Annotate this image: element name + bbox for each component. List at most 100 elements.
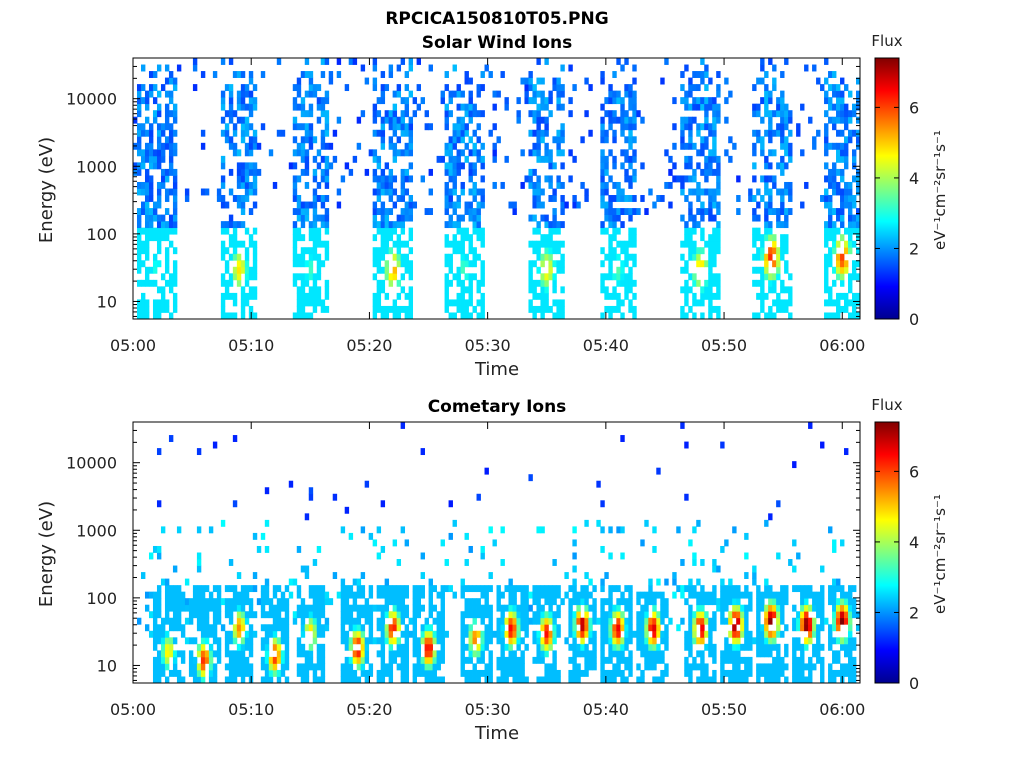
spectrogram-cell xyxy=(720,617,725,625)
spectrogram-cell xyxy=(156,448,162,456)
spectrogram-cell xyxy=(420,97,425,105)
spectrogram-cell xyxy=(632,155,637,163)
spectrogram-cell xyxy=(172,149,178,157)
spectrogram-cell xyxy=(484,611,489,619)
spectrogram-cell xyxy=(156,247,162,255)
spectrogram-cell xyxy=(228,142,234,150)
spectrogram-cell xyxy=(748,643,753,651)
spectrogram-cell xyxy=(536,149,541,157)
spectrogram-cell xyxy=(828,312,833,320)
spectrogram-cell xyxy=(836,305,841,313)
spectrogram-cell xyxy=(340,676,346,684)
spectrogram-cell xyxy=(320,591,326,599)
spectrogram-cell xyxy=(148,227,154,235)
spectrogram-cell xyxy=(448,155,453,163)
spectrogram-cell xyxy=(240,181,246,189)
spectrogram-cell xyxy=(244,637,250,645)
spectrogram-cell xyxy=(540,136,545,144)
spectrogram-cell xyxy=(840,611,845,619)
spectrogram-cell xyxy=(228,630,234,638)
spectrogram-cell xyxy=(240,71,246,78)
spectrogram-cell xyxy=(780,656,785,664)
spectrogram-cell xyxy=(536,155,541,163)
spectrogram-cell xyxy=(688,650,693,658)
spectrogram-cell xyxy=(460,234,465,242)
spectrogram-cell xyxy=(344,663,350,671)
spectrogram-cell xyxy=(160,123,166,131)
spectrogram-cell xyxy=(384,227,390,235)
spectrogram-cell xyxy=(716,155,721,163)
spectrogram-cell xyxy=(684,266,689,274)
spectrogram-cell xyxy=(460,585,465,593)
spectrogram-cell xyxy=(220,90,226,98)
spectrogram-cell xyxy=(304,214,310,222)
spectrogram-cell xyxy=(172,279,178,287)
spectrogram-cell xyxy=(476,155,481,163)
spectrogram-cell xyxy=(228,585,234,593)
spectrogram-cell xyxy=(464,155,469,163)
spectrogram-cell xyxy=(216,643,222,651)
spectrogram-cell xyxy=(812,643,817,651)
spectrogram-cell xyxy=(840,637,845,645)
spectrogram-cell xyxy=(568,617,573,625)
spectrogram-cell xyxy=(380,253,386,261)
spectrogram-cell xyxy=(164,663,170,671)
spectrogram-cell xyxy=(744,637,749,645)
spectrogram-cell xyxy=(268,656,274,664)
spectrogram-cell xyxy=(524,175,529,183)
spectrogram-cell xyxy=(840,273,845,281)
spectrogram-cell xyxy=(436,637,441,645)
spectrogram-cell xyxy=(428,637,433,645)
spectrogram-cell xyxy=(136,240,142,248)
spectrogram-cell xyxy=(476,279,481,287)
spectrogram-cell xyxy=(460,149,465,157)
spectrogram-cell xyxy=(556,136,561,144)
spectrogram-cell xyxy=(608,90,613,98)
spectrogram-cell xyxy=(704,240,709,248)
spectrogram-cell xyxy=(764,669,769,677)
spectrogram-cell xyxy=(688,103,693,111)
spectrogram-cell xyxy=(260,676,266,684)
spectrogram-cell xyxy=(640,637,645,645)
spectrogram-cell xyxy=(624,247,629,255)
spectrogram-cell xyxy=(752,84,757,92)
spectrogram-cell xyxy=(556,676,561,684)
spectrogram-cell xyxy=(764,221,769,229)
spectrogram-cell xyxy=(796,643,801,651)
spectrogram-cell xyxy=(160,578,166,586)
spectrogram-cell xyxy=(232,624,238,632)
spectrogram-cell xyxy=(700,58,705,65)
spectrogram-cell xyxy=(140,181,146,189)
spectrogram-cell xyxy=(276,676,282,684)
spectrogram-cell xyxy=(396,591,402,599)
spectrogram-cell xyxy=(692,103,697,111)
spectrogram-cell xyxy=(160,129,166,137)
spectrogram-cell xyxy=(400,650,406,658)
spectrogram-cell xyxy=(548,669,553,677)
spectrogram-cell xyxy=(144,591,150,599)
spectrogram-cell xyxy=(712,103,717,111)
spectrogram-cell xyxy=(456,221,461,229)
spectrogram-cell xyxy=(776,103,781,111)
spectrogram-cell xyxy=(240,643,246,651)
spectrogram-cell xyxy=(844,195,849,202)
spectrogram-cell xyxy=(480,637,485,645)
spectrogram-cell xyxy=(372,539,378,547)
spectrogram-cell xyxy=(400,630,406,638)
spectrogram-cell xyxy=(512,598,517,606)
spectrogram-cell xyxy=(612,630,617,638)
spectrogram-cell xyxy=(852,155,857,163)
spectrogram-cell xyxy=(516,637,521,645)
spectrogram-cell xyxy=(772,643,777,651)
spectrogram-cell xyxy=(608,195,613,202)
spectrogram-cell xyxy=(456,136,461,144)
spectrogram-cell xyxy=(496,663,501,671)
spectrogram-cell xyxy=(468,299,473,307)
spectrogram-cell xyxy=(556,611,561,619)
spectrogram-cell xyxy=(552,559,557,566)
spectrogram-cell xyxy=(792,669,797,677)
spectrogram-cell xyxy=(168,312,174,320)
spectrogram-cell xyxy=(684,656,689,664)
spectrogram-cell xyxy=(692,227,697,235)
spectrogram-cell xyxy=(320,624,326,632)
